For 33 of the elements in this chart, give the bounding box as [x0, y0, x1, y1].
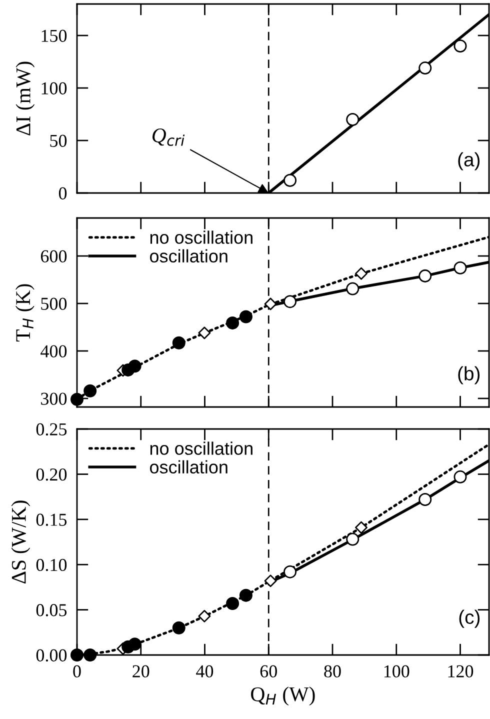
y-tick-label: 400 [40, 345, 67, 358]
y-tick-label: 100 [42, 82, 67, 94]
y-axis-title: ΔS (W/K) [11, 500, 30, 584]
y-tick-label: 300 [41, 392, 67, 405]
legend-label: no oscillation [150, 230, 252, 244]
x-axis-title: Q$_{H}$ (W) [251, 686, 315, 706]
annotation: (c) [459, 610, 480, 628]
annotation: (b) [458, 366, 480, 384]
y-tick-label: 50 [50, 134, 67, 147]
x-tick-label: 40 [196, 665, 214, 678]
x-tick-label: 60 [260, 665, 277, 678]
y-tick-label: 0.20 [36, 468, 67, 481]
y-axis-title: ΔI (mW) [16, 62, 35, 136]
y-tick-label: 0.10 [36, 558, 67, 572]
y-tick-label: 0.15 [36, 514, 67, 526]
y-tick-label: 500 [41, 298, 67, 310]
y-tick-label: 0.25 [36, 423, 67, 436]
x-tick-label: 0 [73, 665, 81, 678]
x-tick-label: 120 [448, 665, 474, 678]
x-tick-label: 20 [132, 665, 150, 678]
legend-label: no oscillation [150, 442, 252, 455]
y-tick-label: 0 [58, 187, 67, 200]
y-tick-label: 150 [42, 30, 67, 42]
x-tick-label: 80 [324, 665, 341, 678]
annotation: (a) [458, 152, 480, 170]
legend-label: oscillation [150, 249, 228, 263]
x-tick-label: 100 [384, 665, 410, 678]
y-tick-label: 0.00 [36, 649, 67, 662]
legend-label: oscillation [150, 460, 228, 474]
y-tick-label: 600 [40, 250, 67, 262]
y-axis-title: T$_{H}$ (K) [15, 284, 34, 342]
y-tick-label: 0.05 [36, 604, 67, 616]
annotation: Q$_{cri}$ [152, 128, 185, 146]
